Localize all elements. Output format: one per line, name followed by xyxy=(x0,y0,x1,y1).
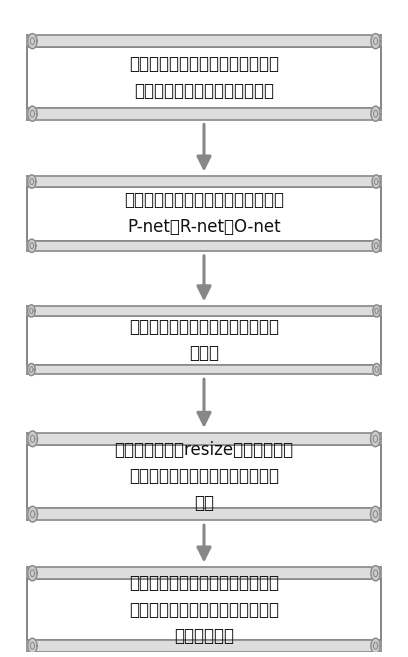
FancyBboxPatch shape xyxy=(27,508,381,520)
FancyBboxPatch shape xyxy=(27,108,381,120)
FancyBboxPatch shape xyxy=(27,306,381,316)
Polygon shape xyxy=(373,305,380,317)
Polygon shape xyxy=(371,34,380,49)
FancyBboxPatch shape xyxy=(27,640,381,652)
FancyBboxPatch shape xyxy=(27,47,381,108)
Polygon shape xyxy=(28,431,38,447)
Text: 将待检测的图像金字塔输入到训练
好的多任务级联卷积神经网络模型
进行车牌检测: 将待检测的图像金字塔输入到训练 好的多任务级联卷积神经网络模型 进行车牌检测 xyxy=(129,574,279,645)
Polygon shape xyxy=(28,175,36,189)
Text: 选择车辆图像和车牌图像的数据库
并对车辆和车牌图像进行预处理: 选择车辆图像和车牌图像的数据库 并对车辆和车牌图像进行预处理 xyxy=(129,55,279,100)
Polygon shape xyxy=(28,34,37,49)
Text: 搭建多任务级联卷积神经网络模型：
P-net，R-net，O-net: 搭建多任务级联卷积神经网络模型： P-net，R-net，O-net xyxy=(124,191,284,236)
FancyBboxPatch shape xyxy=(27,579,381,640)
Polygon shape xyxy=(373,363,380,376)
Text: 对多任务级联卷积神经网络模型进
行训练: 对多任务级联卷积神经网络模型进 行训练 xyxy=(129,318,279,363)
Polygon shape xyxy=(371,566,380,581)
Polygon shape xyxy=(28,305,35,317)
FancyBboxPatch shape xyxy=(27,433,381,445)
FancyBboxPatch shape xyxy=(27,445,381,508)
FancyBboxPatch shape xyxy=(27,568,381,579)
FancyBboxPatch shape xyxy=(27,187,381,240)
Polygon shape xyxy=(28,239,36,252)
FancyBboxPatch shape xyxy=(27,35,381,47)
FancyBboxPatch shape xyxy=(27,365,381,374)
Polygon shape xyxy=(28,638,37,653)
FancyBboxPatch shape xyxy=(27,176,381,187)
Polygon shape xyxy=(371,106,380,121)
Polygon shape xyxy=(370,507,380,522)
Polygon shape xyxy=(370,431,380,447)
Polygon shape xyxy=(371,638,380,653)
Polygon shape xyxy=(372,239,380,252)
Polygon shape xyxy=(372,175,380,189)
FancyBboxPatch shape xyxy=(27,240,381,251)
Polygon shape xyxy=(28,507,38,522)
Polygon shape xyxy=(28,363,35,376)
Polygon shape xyxy=(28,566,37,581)
FancyBboxPatch shape xyxy=(27,316,381,365)
Text: 对影像视频进行resize到不同尺度，
构造图像金字塔，作为级联架构的
输入: 对影像视频进行resize到不同尺度， 构造图像金字塔，作为级联架构的 输入 xyxy=(114,441,294,512)
Polygon shape xyxy=(28,106,37,121)
